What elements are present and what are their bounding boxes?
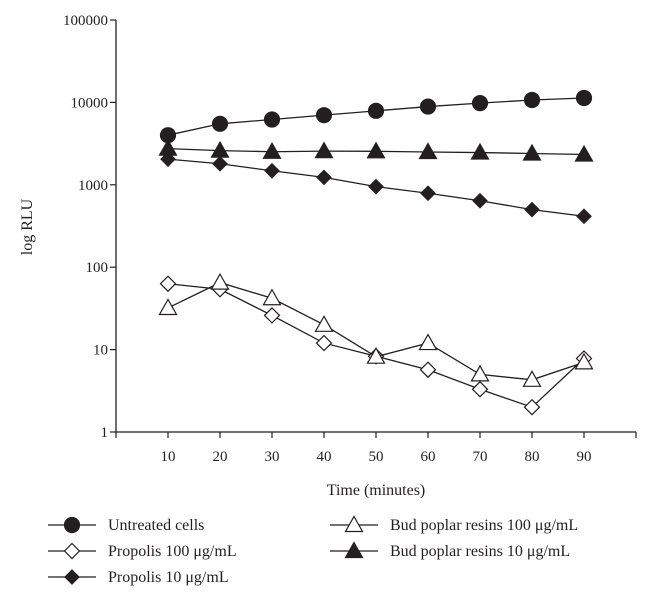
y-axis-title: log RLU — [19, 198, 36, 255]
data-point — [210, 140, 230, 158]
x-tick-label: 50 — [369, 449, 384, 465]
legend-item: Untreated cells — [48, 516, 204, 534]
series-1 — [159, 89, 593, 144]
legend: Untreated cells Propolis 100 μg/mL Propoli… — [48, 515, 578, 586]
data-point — [419, 361, 437, 379]
data-point — [366, 141, 386, 159]
data-point — [575, 89, 593, 107]
legend-label: Propolis 100 μg/mL — [108, 543, 237, 560]
data-point — [574, 144, 594, 162]
series-2 — [159, 275, 593, 416]
data-point — [368, 178, 384, 195]
x-tick-label: 20 — [213, 449, 228, 465]
data-point — [472, 192, 488, 209]
x-tick-label: 40 — [317, 449, 332, 465]
data-point — [263, 111, 281, 128]
data-point — [420, 185, 436, 202]
data-point — [158, 138, 178, 156]
data-point — [522, 143, 542, 161]
y-tick-label: 10000 — [71, 95, 109, 111]
data-point — [366, 346, 386, 364]
legend-label: Bud poplar resins 100 μg/mL — [390, 517, 578, 534]
data-point — [523, 398, 541, 416]
data-point — [211, 115, 229, 132]
legend-item: Propolis 10 μg/mL — [48, 569, 229, 586]
data-point — [315, 107, 333, 124]
y-tick-label: 1 — [101, 425, 109, 441]
data-point — [470, 142, 490, 160]
data-point — [264, 162, 280, 179]
data-point — [419, 98, 437, 115]
legend-label: Propolis 10 μg/mL — [108, 569, 229, 586]
data-point — [524, 201, 540, 218]
x-tick-label: 10 — [161, 449, 176, 465]
data-point — [263, 307, 281, 324]
y-tick-label: 100 — [86, 260, 109, 276]
data-point — [418, 142, 438, 160]
data-point — [367, 102, 385, 119]
data-point — [314, 315, 334, 332]
data-point — [314, 141, 334, 159]
series-4 — [158, 272, 594, 387]
legend-marker — [63, 542, 81, 560]
data-point — [262, 142, 282, 159]
data-point — [574, 352, 594, 370]
legend-marker — [63, 516, 81, 534]
data-point — [210, 272, 230, 290]
data-point — [316, 169, 332, 186]
data-point — [158, 298, 178, 316]
legend-item: Bud poplar resins 100 μg/mL — [330, 515, 578, 534]
data-point — [522, 370, 542, 387]
y-tick-label: 1000 — [78, 178, 108, 194]
data-point — [471, 95, 489, 112]
x-tick-label: 90 — [577, 449, 592, 465]
series-line — [167, 281, 585, 381]
data-point — [523, 91, 541, 109]
legend-label: Untreated cells — [108, 517, 204, 534]
series-line — [167, 283, 585, 408]
data-point — [470, 364, 490, 382]
x-tick-label: 80 — [525, 449, 540, 465]
legend-marker — [64, 569, 80, 585]
legend-item: Propolis 100 μg/mL — [48, 542, 237, 560]
y-tick-label: 10 — [93, 343, 108, 359]
data-point — [315, 334, 333, 352]
legend-label: Bud poplar resins 10 μg/mL — [390, 543, 570, 560]
x-tick-label: 60 — [421, 449, 436, 465]
data-point — [159, 275, 177, 293]
legend-item: Bud poplar resins 10 μg/mL — [330, 541, 570, 560]
legend-marker — [344, 515, 364, 533]
x-axis-title: Time (minutes) — [327, 482, 426, 499]
data-point — [262, 288, 282, 306]
plot-area — [158, 89, 594, 416]
data-point — [212, 155, 228, 172]
legend-marker — [344, 541, 364, 559]
data-point — [418, 333, 438, 351]
x-tick-label: 30 — [265, 449, 280, 465]
series-3 — [160, 151, 592, 225]
data-point — [471, 380, 489, 398]
x-tick-label: 70 — [473, 449, 488, 465]
y-tick-label: 100000 — [63, 13, 108, 29]
series-5 — [158, 138, 594, 162]
axes: 1 10 100 1000 10000 100000 10 20 30 40 50 60 70 80 90 — [63, 13, 637, 465]
data-point — [576, 208, 592, 225]
